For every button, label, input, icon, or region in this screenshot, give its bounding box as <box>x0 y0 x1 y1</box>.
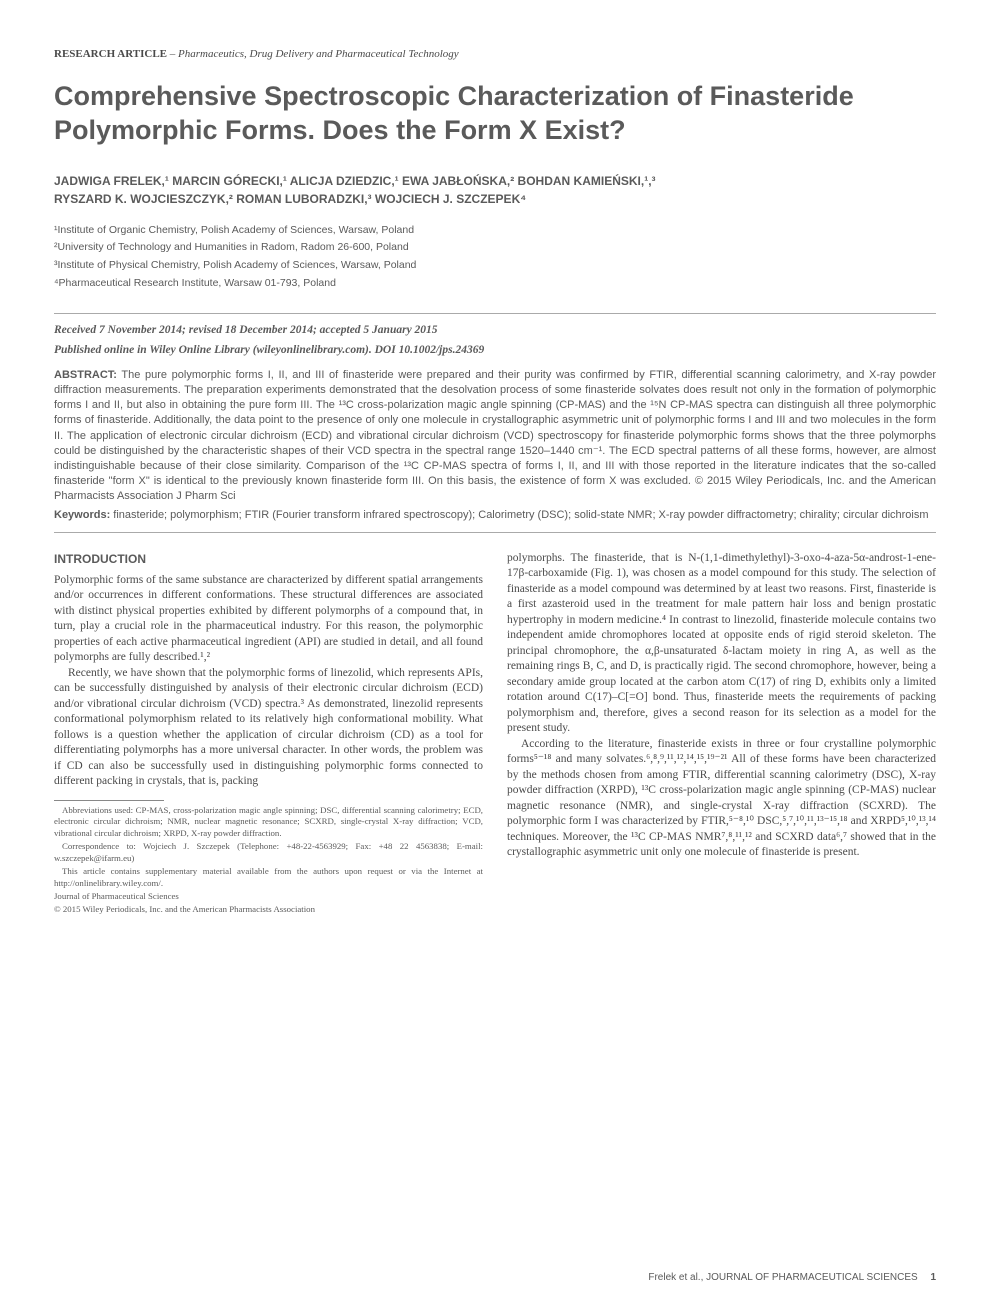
article-type-line: RESEARCH ARTICLE – Pharmaceutics, Drug D… <box>54 48 936 60</box>
introduction-heading: INTRODUCTION <box>54 551 483 567</box>
footnotes-block: Abbreviations used: CP-MAS, cross-polari… <box>54 805 483 916</box>
footnote-supplementary: This article contains supplementary mate… <box>54 866 483 889</box>
footnote-correspondence: Correspondence to: Wojciech J. Szczepek … <box>54 841 483 864</box>
article-title: Comprehensive Spectroscopic Characteriza… <box>54 80 936 148</box>
right-column: polymorphs. The finasteride, that is N-(… <box>507 551 936 918</box>
keywords: Keywords: finasteride; polymorphism; FTI… <box>54 508 936 523</box>
intro-paragraph-4: According to the literature, finasteride… <box>507 737 936 861</box>
footnote-journal: Journal of Pharmaceutical Sciences <box>54 891 483 902</box>
intro-paragraph-3: polymorphs. The finasteride, that is N-(… <box>507 551 936 737</box>
affiliation-1: ¹Institute of Organic Chemistry, Polish … <box>54 222 936 240</box>
authors-block: JADWIGA FRELEK,¹ MARCIN GÓRECKI,¹ ALICJA… <box>54 172 936 208</box>
footnote-copyright: © 2015 Wiley Periodicals, Inc. and the A… <box>54 904 483 915</box>
footnote-rule <box>54 800 164 801</box>
footer-citation: Frelek et al., JOURNAL OF PHARMACEUTICAL… <box>648 1272 917 1283</box>
intro-paragraph-1: Polymorphic forms of the same substance … <box>54 573 483 666</box>
rule-top <box>54 313 936 314</box>
abstract-text: The pure polymorphic forms I, II, and II… <box>54 369 936 502</box>
article-type-sep: – <box>167 48 178 60</box>
keywords-text: finasteride; polymorphism; FTIR (Fourier… <box>110 509 928 521</box>
abstract-label: ABSTRACT: <box>54 369 117 381</box>
keywords-label: Keywords: <box>54 509 110 521</box>
footnote-abbreviations: Abbreviations used: CP-MAS, cross-polari… <box>54 805 483 839</box>
affiliation-3: ³Institute of Physical Chemistry, Polish… <box>54 257 936 275</box>
left-column: INTRODUCTION Polymorphic forms of the sa… <box>54 551 483 918</box>
footer-page-number: 1 <box>930 1272 936 1283</box>
article-type-label: RESEARCH ARTICLE <box>54 48 167 60</box>
authors-line-1: JADWIGA FRELEK,¹ MARCIN GÓRECKI,¹ ALICJA… <box>54 172 936 190</box>
rule-bottom <box>54 532 936 533</box>
two-column-body: INTRODUCTION Polymorphic forms of the sa… <box>54 551 936 918</box>
abstract: ABSTRACT: The pure polymorphic forms I, … <box>54 368 936 505</box>
article-category: Pharmaceutics, Drug Delivery and Pharmac… <box>178 48 459 60</box>
page-footer: Frelek et al., JOURNAL OF PHARMACEUTICAL… <box>648 1272 936 1283</box>
intro-paragraph-2: Recently, we have shown that the polymor… <box>54 666 483 790</box>
affiliation-2: ²University of Technology and Humanities… <box>54 239 936 257</box>
affiliation-4: ⁴Pharmaceutical Research Institute, Wars… <box>54 275 936 293</box>
publication-info: Published online in Wiley Online Library… <box>54 344 936 356</box>
manuscript-dates: Received 7 November 2014; revised 18 Dec… <box>54 324 936 336</box>
authors-line-2: RYSZARD K. WOJCIESZCZYK,² ROMAN LUBORADZ… <box>54 190 936 208</box>
affiliations-block: ¹Institute of Organic Chemistry, Polish … <box>54 222 936 293</box>
